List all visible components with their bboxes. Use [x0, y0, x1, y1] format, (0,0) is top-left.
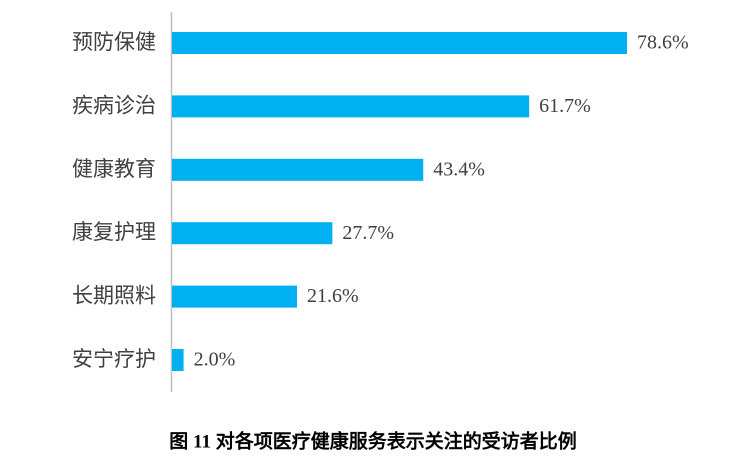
bar	[172, 222, 333, 245]
category-label: 健康教育	[72, 157, 156, 181]
bar	[172, 32, 627, 54]
category-label: 预防保健	[72, 30, 156, 54]
category-label: 疾病诊治	[72, 93, 156, 117]
bar	[172, 158, 424, 181]
bar	[172, 285, 298, 308]
category-label: 安宁疗护	[72, 347, 156, 371]
value-label: 43.4%	[433, 158, 485, 180]
bar	[172, 349, 184, 371]
value-label: 61.7%	[539, 95, 591, 117]
category-label: 康复护理	[72, 220, 156, 244]
category-label: 长期照料	[72, 284, 156, 308]
value-label: 78.6%	[637, 32, 689, 54]
chart-title: 图 11 对各项医疗健康服务表示关注的受访者比例	[169, 429, 576, 452]
value-label: 27.7%	[342, 222, 394, 244]
value-label: 2.0%	[194, 349, 236, 371]
value-label: 21.6%	[307, 285, 359, 307]
bar	[172, 95, 530, 118]
